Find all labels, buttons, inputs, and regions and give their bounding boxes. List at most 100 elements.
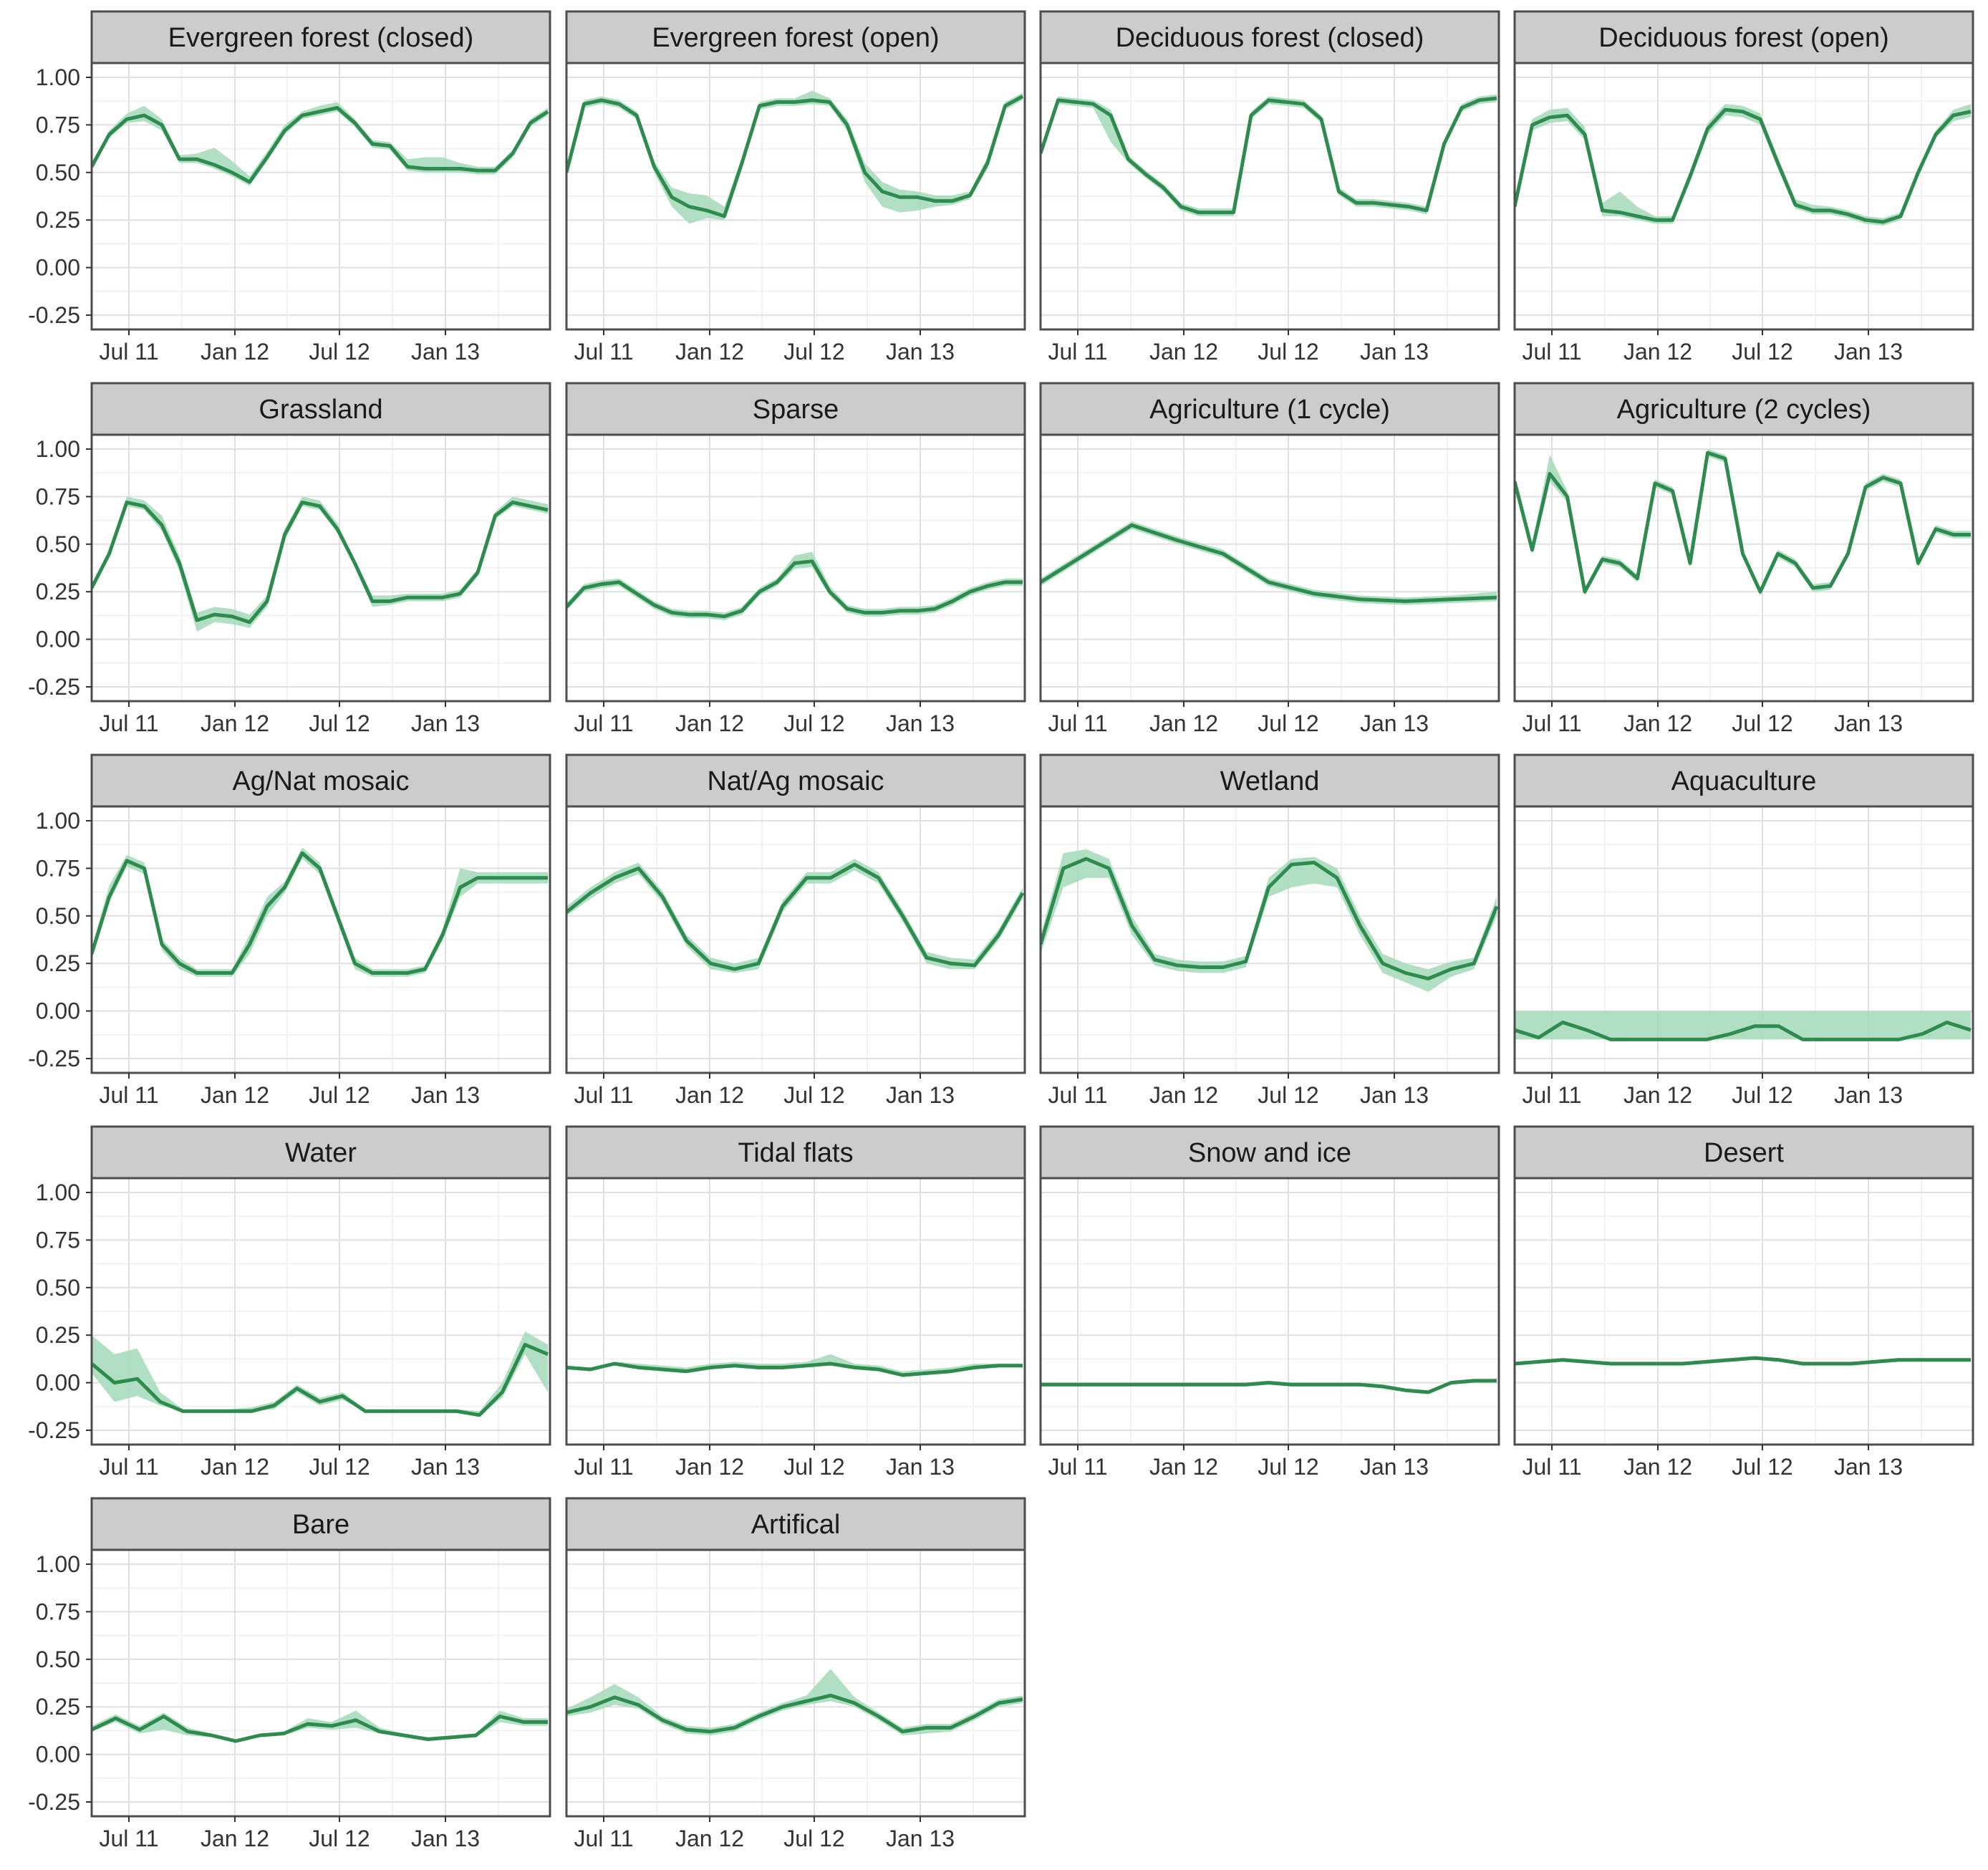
x-tick-label: Jul 12 — [1732, 1082, 1792, 1108]
x-tick-label: Jul 12 — [1732, 339, 1792, 365]
y-tick-label: 0.50 — [36, 1647, 80, 1672]
panel-border — [1039, 62, 1500, 331]
facet-title: Aquaculture — [1671, 766, 1817, 796]
panel-border — [1039, 805, 1500, 1074]
x-tick-label: Jan 12 — [201, 710, 269, 736]
panel-border — [565, 1548, 1026, 1818]
x-tick-label: Jan 13 — [1834, 1454, 1903, 1480]
x-tick-label: Jan 13 — [886, 1826, 955, 1851]
facet-panel: Grassland 1.00 0.75 0.50 0.25 0.00 -0.25 Jul 11… — [28, 382, 551, 736]
facet-panel: Wetland Jul 11 Jan 12 Jul 12 Jan 13 — [1039, 753, 1500, 1108]
panel-border — [90, 433, 551, 703]
x-tick-label: Jan 13 — [886, 1082, 955, 1108]
y-tick-label: 0.25 — [36, 579, 80, 604]
panel-border — [1039, 1177, 1500, 1446]
ci-band — [1041, 521, 1497, 605]
x-tick-label: Jan 12 — [1149, 339, 1218, 365]
x-tick-label: Jul 12 — [1258, 1082, 1318, 1108]
x-tick-label: Jan 13 — [411, 1082, 480, 1108]
y-tick-label: 1.00 — [36, 64, 80, 90]
x-tick-label: Jul 12 — [783, 1454, 844, 1480]
facet-title: Sparse — [753, 395, 839, 425]
mean-line — [1041, 1379, 1497, 1394]
panel-border — [1513, 1177, 1974, 1446]
facet-title: Ag/Nat mosaic — [232, 766, 409, 796]
facet-title: Snow and ice — [1188, 1138, 1351, 1168]
x-tick-label: Jul 11 — [1048, 710, 1107, 736]
x-tick-label: Jul 12 — [783, 710, 844, 736]
panel-border — [565, 433, 1026, 703]
ci-band — [1515, 1011, 1971, 1040]
x-tick-label: Jul 11 — [574, 1826, 633, 1851]
mean-line — [1041, 96, 1497, 215]
facet-panel: Water 1.00 0.75 0.50 0.25 0.00 -0.25 Jul 11 Jan … — [28, 1125, 551, 1480]
x-tick-label: Jul 12 — [1258, 339, 1318, 365]
y-tick-label: 1.00 — [36, 436, 80, 462]
mean-line — [566, 95, 1024, 218]
mean-line — [1515, 1021, 1972, 1041]
y-tick-label: 1.00 — [36, 1180, 80, 1205]
x-tick-label: Jan 13 — [1360, 339, 1429, 365]
mean-line — [1515, 1356, 1971, 1366]
y-tick-label: 0.25 — [36, 1694, 80, 1720]
x-tick-label: Jul 12 — [783, 339, 844, 365]
y-tick-label: 0.00 — [36, 627, 80, 652]
x-tick-label: Jan 12 — [201, 1826, 269, 1851]
facet-panel: Evergreen forest (closed) 1.00 0.75 0.50 0.2… — [28, 10, 551, 365]
y-tick-label: -0.25 — [28, 302, 80, 328]
mean-line — [1041, 523, 1497, 603]
panel-border — [90, 805, 551, 1074]
x-tick-label: Jul 11 — [1048, 1454, 1107, 1480]
facet-title: Artifical — [751, 1510, 841, 1540]
facet-panel: Deciduous forest (open) Jul 11 Jan 12 Jul 1… — [1513, 10, 1974, 365]
x-tick-label: Jan 12 — [675, 1082, 744, 1108]
x-tick-label: Jul 11 — [1522, 1082, 1581, 1108]
x-tick-label: Jan 12 — [1623, 339, 1692, 365]
panel-border — [565, 1177, 1026, 1446]
x-tick-label: Jan 12 — [1623, 1454, 1692, 1480]
facet-strip — [1513, 382, 1974, 436]
y-tick-label: -0.25 — [28, 1789, 80, 1815]
y-tick-label: 0.25 — [36, 950, 80, 976]
facet-panel: Evergreen forest (open) Jul 11 Jan 12 Jul 1… — [565, 10, 1026, 365]
facet-title: Tidal flats — [738, 1138, 853, 1168]
x-tick-label: Jan 12 — [675, 339, 744, 365]
mean-line — [566, 1361, 1023, 1377]
y-tick-label: 0.25 — [36, 1322, 80, 1348]
facet-panel: Agriculture (2 cycles) Jul 11 Jan 12 Jul 12… — [1513, 382, 1974, 736]
facet-title: Bare — [292, 1510, 349, 1540]
y-tick-label: -0.25 — [28, 1417, 80, 1443]
x-tick-label: Jul 11 — [574, 339, 633, 365]
mean-line — [1515, 107, 1972, 224]
facet-panel: Snow and ice Jul 11 Jan 12 Jul 12 Jan 13 — [1039, 1125, 1500, 1480]
mean-line — [566, 559, 1023, 619]
y-tick-label: 0.00 — [36, 255, 80, 281]
x-tick-label: Jan 13 — [886, 339, 955, 365]
y-tick-label: 0.00 — [36, 1742, 80, 1768]
panel-border — [565, 805, 1026, 1074]
x-tick-label: Jul 11 — [99, 1082, 158, 1108]
facet-panel: Bare 1.00 0.75 0.50 0.25 0.00 -0.25 Jul 11 Jan 1… — [28, 1497, 551, 1851]
x-tick-label: Jan 12 — [201, 339, 269, 365]
x-tick-label: Jan 12 — [201, 1454, 269, 1480]
x-tick-label: Jul 11 — [1522, 1454, 1581, 1480]
mean-line — [566, 1693, 1023, 1734]
facet-title: Grassland — [259, 395, 382, 425]
mean-line — [1041, 857, 1499, 980]
x-tick-label: Jan 13 — [1834, 710, 1903, 736]
facet-strip — [90, 753, 551, 808]
facet-title: Wetland — [1220, 766, 1320, 796]
panel-border — [90, 62, 551, 331]
facet-panel: Artifical Jul 11 Jan 12 Jul 12 Jan 13 — [565, 1497, 1026, 1851]
x-tick-label: Jan 13 — [1360, 1082, 1429, 1108]
y-tick-label: 0.75 — [36, 112, 80, 138]
x-tick-label: Jul 12 — [309, 710, 370, 736]
facet-strip — [1513, 1125, 1974, 1180]
mean-line — [92, 1715, 548, 1743]
x-tick-label: Jul 12 — [309, 339, 370, 365]
mean-line — [92, 500, 549, 625]
x-tick-label: Jan 13 — [411, 710, 480, 736]
y-tick-label: 0.50 — [36, 531, 80, 557]
y-tick-label: -0.25 — [28, 674, 80, 700]
